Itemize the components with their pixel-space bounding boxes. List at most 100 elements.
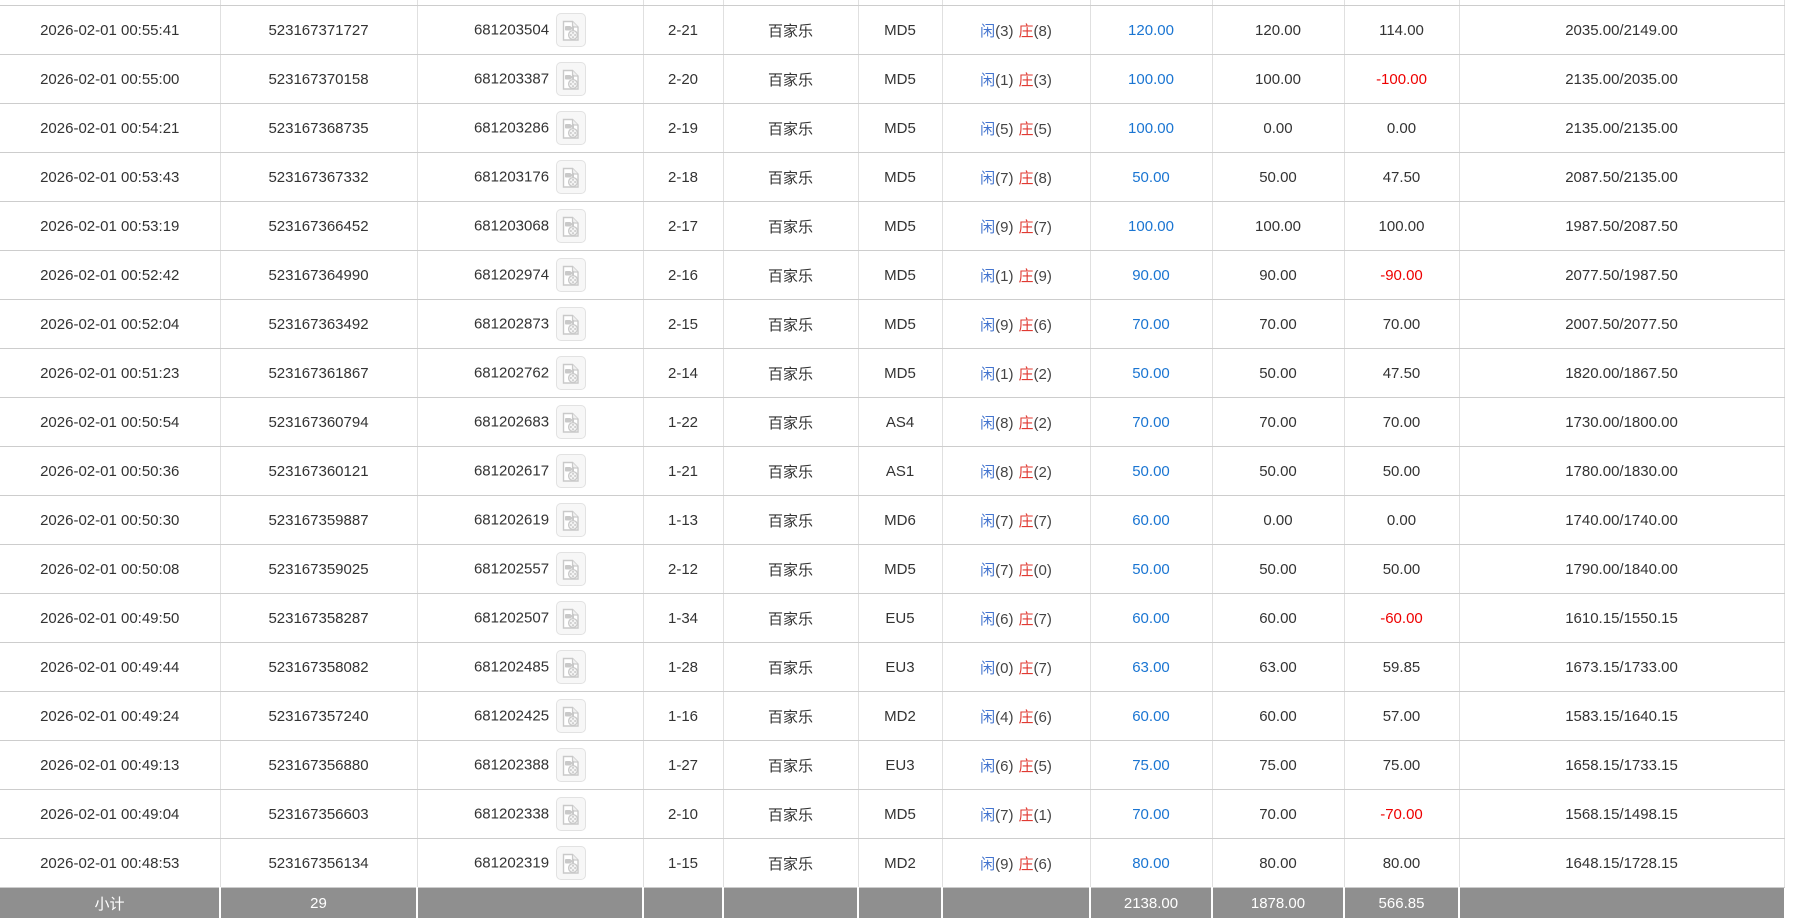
table-code: MD5 <box>858 545 942 594</box>
bet-time: 2026-02-01 00:49:13 <box>0 741 220 790</box>
balance-before-after: 1790.00/1840.00 <box>1459 545 1784 594</box>
bet-amount-link[interactable]: 70.00 <box>1132 806 1170 823</box>
video-replay-button[interactable] <box>556 258 586 292</box>
win-loss: 80.00 <box>1344 839 1459 888</box>
video-replay-button[interactable] <box>556 307 586 341</box>
bet-amount-link[interactable]: 50.00 <box>1132 463 1170 480</box>
video-replay-button[interactable] <box>556 846 586 880</box>
subtotal-winloss-total: 566.85 <box>1344 888 1459 918</box>
film-document-icon <box>562 265 580 287</box>
bet-amount-link[interactable]: 75.00 <box>1132 757 1170 774</box>
video-replay-button[interactable] <box>556 601 586 635</box>
player-label: 闲 <box>980 170 995 187</box>
video-replay-button[interactable] <box>556 62 586 96</box>
game-result: 闲(6)庄(5) <box>942 741 1090 790</box>
subtotal-count: 29 <box>220 888 417 918</box>
game-name: 百家乐 <box>723 643 858 692</box>
game-name: 百家乐 <box>723 594 858 643</box>
round-number: 681203387 <box>474 71 549 88</box>
round-cell: 681202683 <box>417 398 643 447</box>
film-document-icon <box>562 461 580 483</box>
valid-amount: 120.00 <box>1212 6 1344 55</box>
bet-amount-link[interactable]: 80.00 <box>1132 855 1170 872</box>
table-row: 2026-02-01 00:55:41 523167371727 6812035… <box>0 6 1784 55</box>
video-replay-button[interactable] <box>556 160 586 194</box>
video-replay-button[interactable] <box>556 209 586 243</box>
round-cell: 681202762 <box>417 349 643 398</box>
bet-amount-link[interactable]: 50.00 <box>1132 365 1170 382</box>
table-row: 2026-02-01 00:49:24 523167357240 6812024… <box>0 692 1784 741</box>
bet-amount-link[interactable]: 70.00 <box>1132 414 1170 431</box>
bet-amount-link[interactable]: 60.00 <box>1132 708 1170 725</box>
game-name: 百家乐 <box>723 251 858 300</box>
film-document-icon <box>562 20 580 42</box>
video-replay-button[interactable] <box>556 111 586 145</box>
round-cell: 681202617 <box>417 447 643 496</box>
bet-amount-cell: 70.00 <box>1090 790 1212 839</box>
bet-amount-link[interactable]: 63.00 <box>1132 659 1170 676</box>
video-replay-button[interactable] <box>556 748 586 782</box>
bet-amount-cell: 60.00 <box>1090 692 1212 741</box>
banker-points: (8) <box>1034 170 1052 187</box>
bet-amount-link[interactable]: 100.00 <box>1128 71 1174 88</box>
bet-amount-link[interactable]: 100.00 <box>1128 218 1174 235</box>
game-result: 闲(7)庄(1) <box>942 790 1090 839</box>
bet-amount-link[interactable]: 60.00 <box>1132 610 1170 627</box>
game-result: 闲(4)庄(6) <box>942 692 1090 741</box>
video-replay-button[interactable] <box>556 356 586 390</box>
bet-amount-link[interactable]: 50.00 <box>1132 169 1170 186</box>
banker-points: (7) <box>1034 611 1052 628</box>
video-replay-button[interactable] <box>556 503 586 537</box>
video-replay-button[interactable] <box>556 552 586 586</box>
round-number: 681202319 <box>474 855 549 872</box>
bet-amount-link[interactable]: 50.00 <box>1132 561 1170 578</box>
round-number: 681202619 <box>474 512 549 529</box>
table-code: MD5 <box>858 153 942 202</box>
bet-order-number: 523167359887 <box>220 496 417 545</box>
table-seat: 1-34 <box>643 594 723 643</box>
bet-amount-cell: 70.00 <box>1090 300 1212 349</box>
bet-amount-cell: 120.00 <box>1090 6 1212 55</box>
video-replay-button[interactable] <box>556 650 586 684</box>
bet-amount-cell: 100.00 <box>1090 104 1212 153</box>
video-replay-button[interactable] <box>556 405 586 439</box>
film-document-icon <box>562 559 580 581</box>
round-number: 681202388 <box>474 757 549 774</box>
balance-before-after: 2035.00/2149.00 <box>1459 6 1784 55</box>
banker-points: (7) <box>1034 219 1052 236</box>
table-row: 2026-02-01 00:55:00 523167370158 6812033… <box>0 55 1784 104</box>
balance-before-after: 1673.15/1733.00 <box>1459 643 1784 692</box>
table-row: 2026-02-01 00:50:08 523167359025 6812025… <box>0 545 1784 594</box>
player-label: 闲 <box>980 121 995 138</box>
bet-amount-cell: 60.00 <box>1090 496 1212 545</box>
game-name: 百家乐 <box>723 55 858 104</box>
balance-before-after: 2007.50/2077.50 <box>1459 300 1784 349</box>
player-points: (9) <box>995 219 1013 236</box>
table-code: EU5 <box>858 594 942 643</box>
player-points: (1) <box>995 268 1013 285</box>
win-loss: 75.00 <box>1344 741 1459 790</box>
player-label: 闲 <box>980 562 995 579</box>
table-seat: 2-21 <box>643 6 723 55</box>
round-cell: 681202388 <box>417 741 643 790</box>
bet-amount-link[interactable]: 100.00 <box>1128 120 1174 137</box>
video-replay-button[interactable] <box>556 13 586 47</box>
bet-amount-link[interactable]: 60.00 <box>1132 512 1170 529</box>
bet-amount-link[interactable]: 90.00 <box>1132 267 1170 284</box>
player-label: 闲 <box>980 268 995 285</box>
bet-amount-link[interactable]: 70.00 <box>1132 316 1170 333</box>
table-seat: 2-18 <box>643 153 723 202</box>
banker-label: 庄 <box>1019 562 1034 579</box>
video-replay-button[interactable] <box>556 699 586 733</box>
round-number: 681202762 <box>474 365 549 382</box>
game-result: 闲(7)庄(7) <box>942 496 1090 545</box>
bet-order-number: 523167360121 <box>220 447 417 496</box>
bet-amount-link[interactable]: 120.00 <box>1128 22 1174 39</box>
table-seat: 2-17 <box>643 202 723 251</box>
banker-label: 庄 <box>1019 72 1034 89</box>
balance-before-after: 1648.15/1728.15 <box>1459 839 1784 888</box>
video-replay-button[interactable] <box>556 797 586 831</box>
bet-order-number: 523167358287 <box>220 594 417 643</box>
subtotal-empty-cell <box>643 888 723 918</box>
video-replay-button[interactable] <box>556 454 586 488</box>
